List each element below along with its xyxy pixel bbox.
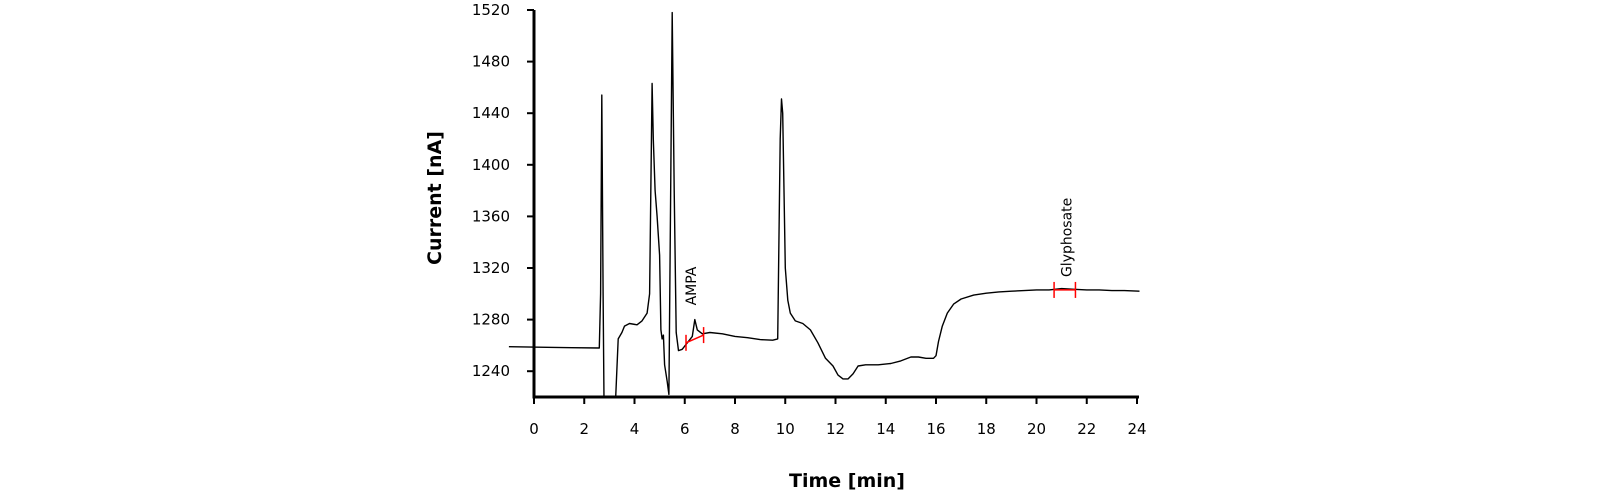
y-tick-label: 1480 xyxy=(472,53,510,71)
series-line xyxy=(508,11,1140,396)
axes: 0 2 4 6 8 10 12 14 16 18 20 22 241240128013201360140… xyxy=(472,1,1147,438)
x-tick-label: 14 xyxy=(876,420,895,438)
x-tick-label: 8 xyxy=(730,420,740,438)
x-tick-label: 10 xyxy=(776,420,795,438)
x-tick-label: 18 xyxy=(977,420,996,438)
x-tick-label: 12 xyxy=(826,420,845,438)
y-tick-label: 1240 xyxy=(472,362,510,380)
x-tick-label: 22 xyxy=(1077,420,1096,438)
x-tick-label: 20 xyxy=(1027,420,1046,438)
y-tick-label: 1520 xyxy=(472,1,510,19)
y-axis-title: Current [nA] xyxy=(424,131,446,265)
integration-baseline xyxy=(685,334,704,344)
peak-label: AMPA xyxy=(684,266,700,305)
y-tick-label: 1320 xyxy=(472,259,510,277)
y-tick-label: 1360 xyxy=(472,207,510,225)
peak-label: Glyphosate xyxy=(1060,198,1076,277)
x-tick-label: 6 xyxy=(680,420,690,438)
x-tick-label: 2 xyxy=(579,420,589,438)
y-tick-label: 1280 xyxy=(472,311,510,329)
x-tick-label: 24 xyxy=(1127,420,1146,438)
x-tick-label: 16 xyxy=(926,420,945,438)
x-axis-title: Time [min] xyxy=(789,470,905,492)
plot-area xyxy=(508,11,1140,396)
y-tick-label: 1400 xyxy=(472,156,510,174)
annotations: AMPA Glyphosate xyxy=(684,198,1077,351)
x-tick-label: 4 xyxy=(630,420,640,438)
x-tick-label: 0 xyxy=(529,420,539,438)
y-tick-label: 1440 xyxy=(472,104,510,122)
